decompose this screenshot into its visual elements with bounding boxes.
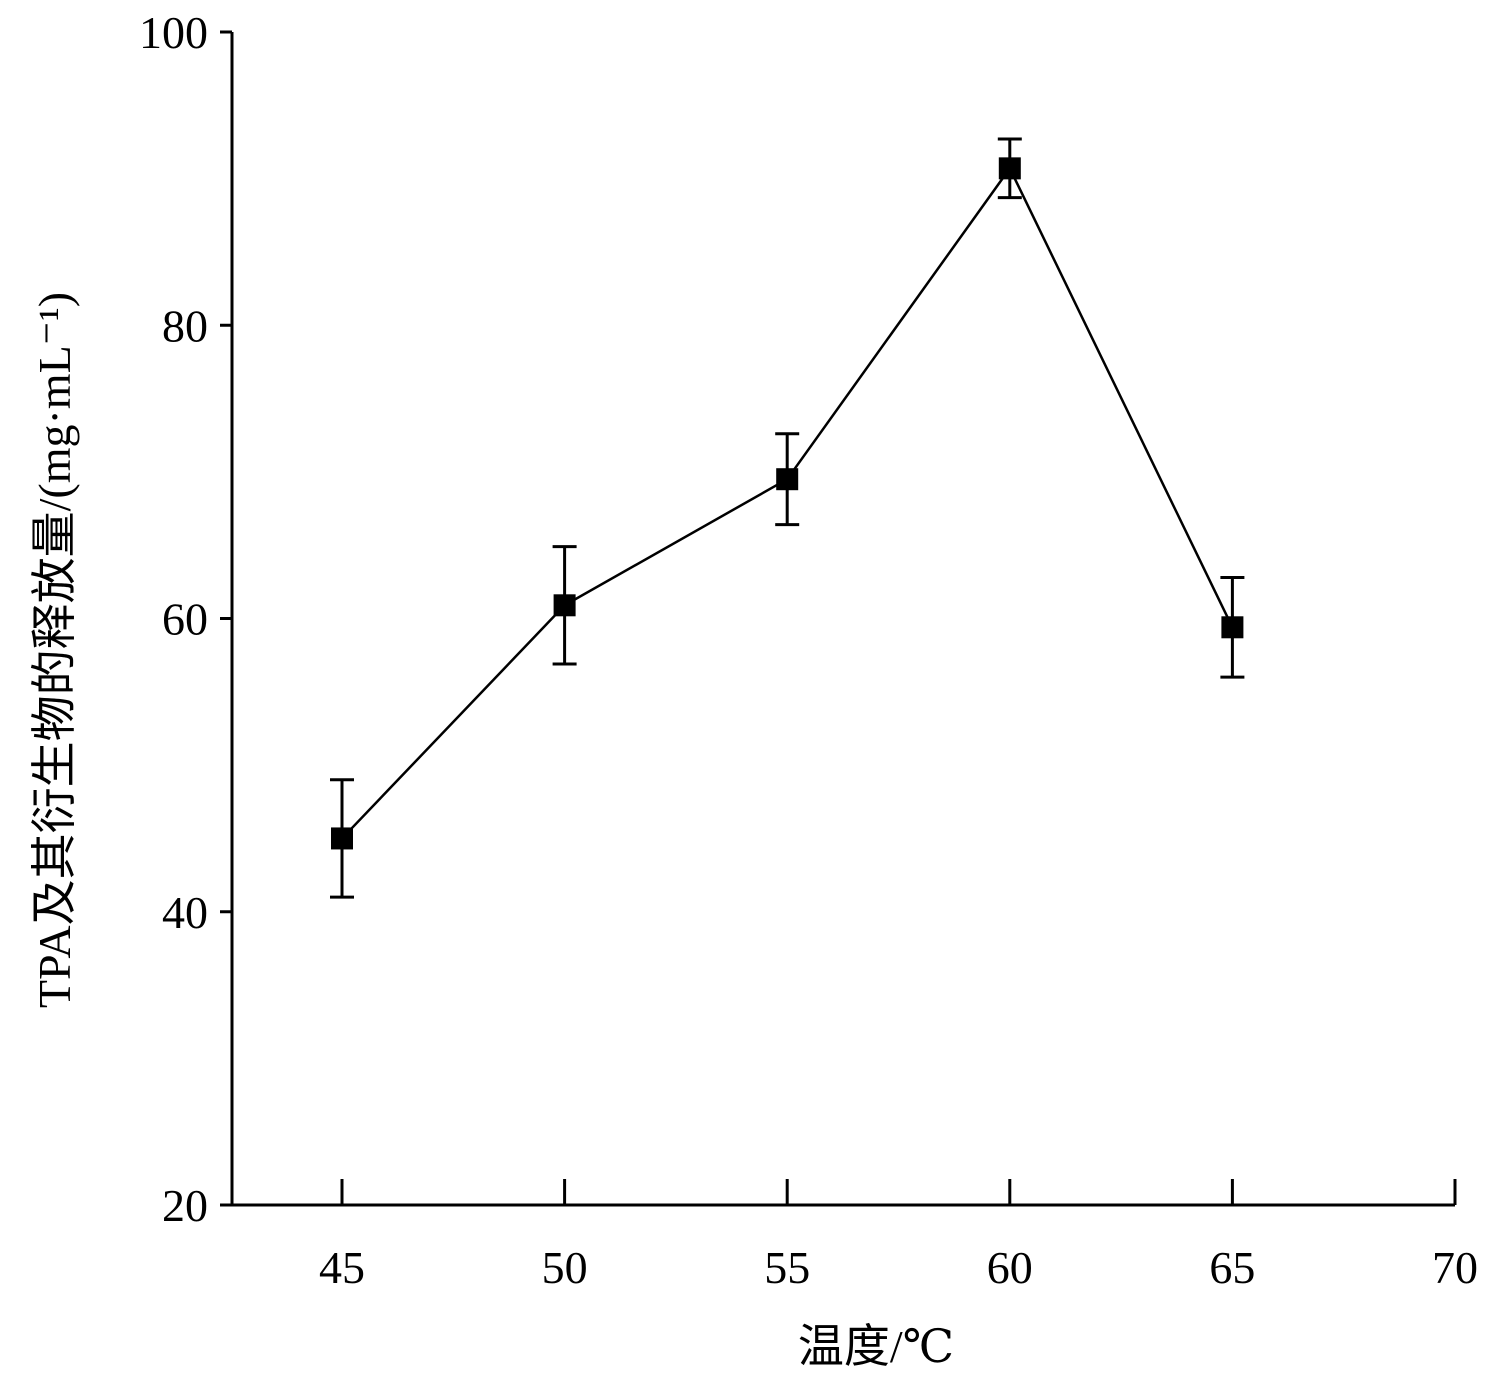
data-point: [1221, 616, 1244, 639]
y-tick-label: 80: [162, 300, 208, 351]
x-axis-title: 温度/℃: [798, 1321, 954, 1372]
data-point: [776, 468, 799, 491]
x-tick-label: 45: [319, 1242, 365, 1293]
x-tick-label: 55: [764, 1242, 810, 1293]
x-tick-label: 70: [1432, 1242, 1478, 1293]
y-tick-label: 60: [162, 594, 208, 645]
axes: [230, 32, 1455, 1207]
x-tick-label: 65: [1209, 1242, 1255, 1293]
data-point: [331, 827, 353, 850]
y-tick-label: 20: [162, 1180, 208, 1231]
x-tick-label: 60: [987, 1242, 1033, 1293]
y-tick-label: 40: [162, 887, 208, 938]
series: [330, 137, 1245, 899]
y-axis-title: TPA及其衍生物的释放量/(mg·mL⁻¹): [29, 292, 80, 1008]
data-point: [998, 157, 1021, 180]
data-point: [553, 594, 576, 617]
x-tick-label: 50: [542, 1242, 588, 1293]
ticks: 20 40 60 80 100 45 50 55 60 65 70: [139, 7, 1478, 1293]
y-tick-label: 100: [139, 7, 208, 58]
